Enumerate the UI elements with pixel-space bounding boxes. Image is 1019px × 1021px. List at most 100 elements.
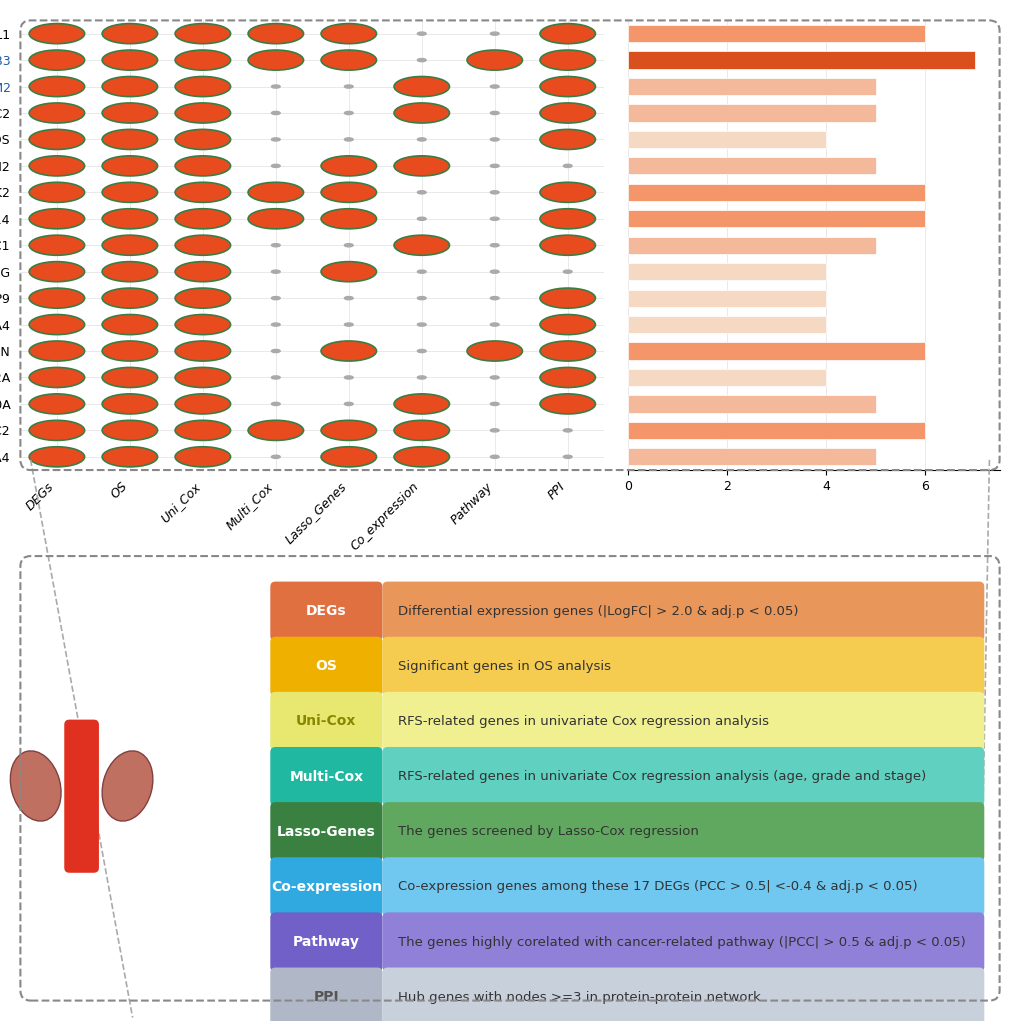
Bar (628, 51, 974, 68)
Circle shape (102, 103, 158, 124)
Circle shape (490, 296, 498, 300)
Text: RFS-related genes in univariate Cox regression analysis: RFS-related genes in univariate Cox regr… (397, 715, 768, 728)
Circle shape (344, 323, 353, 326)
Circle shape (30, 394, 85, 414)
Bar (628, 157, 875, 175)
Circle shape (175, 235, 230, 255)
Circle shape (271, 323, 280, 326)
Circle shape (30, 156, 85, 176)
Circle shape (102, 77, 158, 97)
Circle shape (321, 447, 376, 467)
Circle shape (248, 50, 304, 70)
Circle shape (271, 455, 280, 458)
Circle shape (102, 447, 158, 467)
Circle shape (102, 341, 158, 361)
Circle shape (393, 394, 449, 414)
Circle shape (539, 183, 595, 202)
Text: Pathway: Pathway (292, 935, 360, 949)
Circle shape (271, 111, 280, 114)
Circle shape (321, 23, 376, 44)
Circle shape (539, 314, 595, 335)
Text: The genes highly corelated with cancer-related pathway (|PCC| > 0.5 & adj.p < 0.: The genes highly corelated with cancer-r… (397, 935, 965, 949)
Circle shape (344, 111, 353, 114)
Circle shape (175, 447, 230, 467)
Circle shape (417, 32, 426, 36)
Circle shape (321, 183, 376, 202)
Circle shape (175, 261, 230, 282)
Circle shape (175, 368, 230, 388)
Circle shape (393, 235, 449, 255)
Circle shape (102, 156, 158, 176)
Circle shape (102, 50, 158, 70)
Circle shape (175, 314, 230, 335)
Bar (628, 184, 924, 201)
Circle shape (393, 421, 449, 440)
Circle shape (175, 341, 230, 361)
Circle shape (248, 421, 304, 440)
Circle shape (539, 77, 595, 97)
Circle shape (490, 271, 498, 274)
Circle shape (490, 402, 498, 405)
Circle shape (539, 103, 595, 124)
Circle shape (417, 296, 426, 300)
Text: OS: OS (315, 660, 337, 673)
Circle shape (271, 164, 280, 167)
Circle shape (175, 208, 230, 229)
Circle shape (490, 164, 498, 167)
Circle shape (417, 376, 426, 379)
Circle shape (30, 421, 85, 440)
Circle shape (175, 183, 230, 202)
Circle shape (102, 235, 158, 255)
Text: Multi-Cox: Multi-Cox (289, 770, 363, 783)
Circle shape (562, 455, 572, 458)
Circle shape (102, 394, 158, 414)
Circle shape (102, 261, 158, 282)
Circle shape (175, 130, 230, 149)
Circle shape (417, 138, 426, 141)
Circle shape (30, 261, 85, 282)
Circle shape (175, 288, 230, 308)
Circle shape (490, 217, 498, 221)
Circle shape (490, 138, 498, 141)
Circle shape (271, 244, 280, 247)
Circle shape (417, 271, 426, 274)
Circle shape (393, 77, 449, 97)
Circle shape (30, 50, 85, 70)
Circle shape (30, 368, 85, 388)
Circle shape (393, 156, 449, 176)
Circle shape (175, 77, 230, 97)
Bar (628, 237, 875, 254)
Bar (628, 395, 875, 412)
Circle shape (539, 394, 595, 414)
Circle shape (102, 130, 158, 149)
Circle shape (539, 368, 595, 388)
Circle shape (539, 288, 595, 308)
Circle shape (490, 111, 498, 114)
Circle shape (30, 314, 85, 335)
Circle shape (562, 429, 572, 432)
Circle shape (321, 261, 376, 282)
Circle shape (344, 138, 353, 141)
Circle shape (30, 288, 85, 308)
Circle shape (30, 341, 85, 361)
Bar (628, 26, 924, 42)
Circle shape (321, 156, 376, 176)
Circle shape (102, 288, 158, 308)
Circle shape (344, 402, 353, 405)
Bar (628, 131, 825, 148)
Text: Hub genes with nodes >=3 in protein-protein network: Hub genes with nodes >=3 in protein-prot… (397, 990, 760, 1004)
Circle shape (271, 402, 280, 405)
Circle shape (30, 103, 85, 124)
Circle shape (175, 50, 230, 70)
Circle shape (175, 103, 230, 124)
Bar (628, 315, 825, 333)
Circle shape (321, 421, 376, 440)
Text: Co-expression: Co-expression (271, 880, 381, 893)
Bar (628, 422, 924, 439)
Circle shape (562, 271, 572, 274)
Circle shape (490, 191, 498, 194)
Circle shape (102, 421, 158, 440)
Circle shape (271, 138, 280, 141)
Circle shape (102, 208, 158, 229)
Bar (628, 290, 825, 306)
